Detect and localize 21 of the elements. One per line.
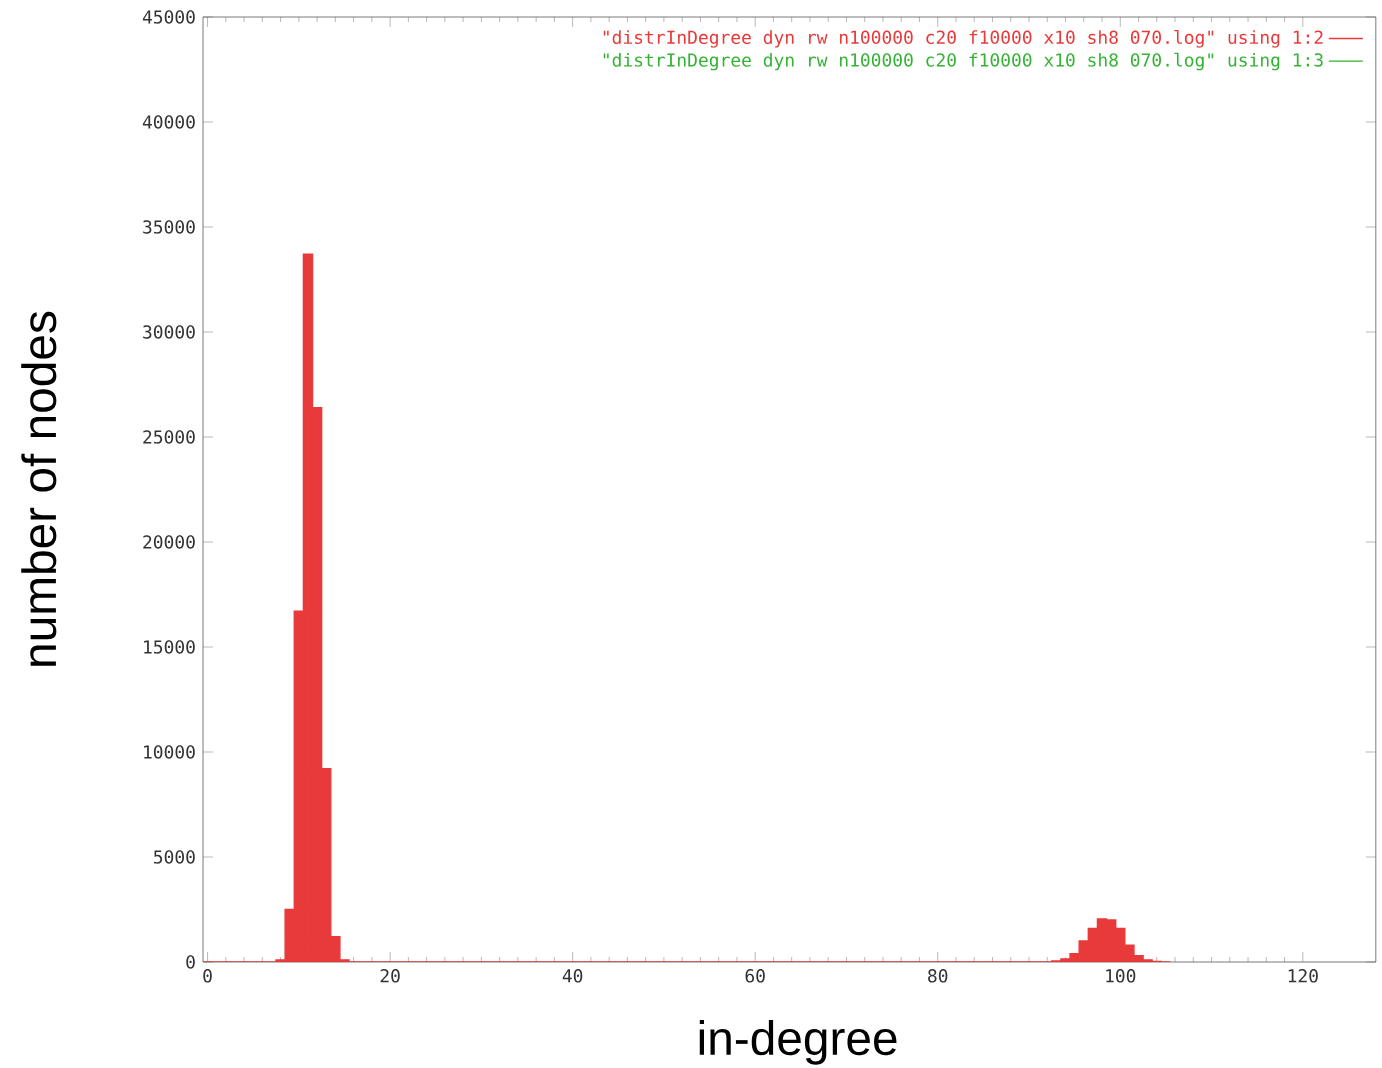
x-tick-label: 100 [1106,969,1136,983]
y-tick-label: 0 [186,955,195,969]
y-tick-label: 25000 [143,430,195,444]
y-tick-label: 40000 [142,115,195,129]
x-tick-label: 60 [745,969,765,983]
y-tick-label: 10000 [144,745,195,759]
y-tick-label: 15000 [144,640,195,654]
y-tick-label: 20000 [143,535,195,549]
legend-label: "distrInDegree dyn rw n100000 c20 f10000 x10 sh8 070.log" using 1:2 [603,30,1323,48]
y-axis-title: number of nodes [21,311,57,666]
x-tick-label: 40 [562,969,583,983]
y-tick-label: 5000 [154,850,195,864]
legend-label: "distrInDegree dyn rw n100000 c20 f10000 x10 sh8 070.log" using 1:3 [603,52,1323,71]
y-tick-label: 45000 [142,10,195,24]
x-tick-label: 20 [380,969,400,983]
y-tick-label: 30000 [143,325,195,339]
x-tick-label: 80 [928,969,948,983]
x-axis-title: in-degree [699,1020,897,1065]
x-tick-label: 0 [203,969,212,983]
x-tick-label: 120 [1288,969,1318,983]
y-tick-label: 35000 [143,220,195,234]
